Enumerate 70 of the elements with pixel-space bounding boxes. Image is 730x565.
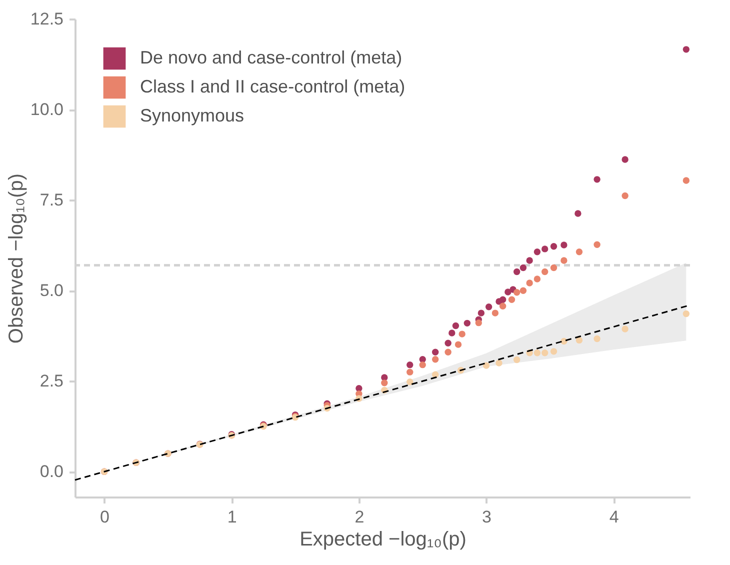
point <box>454 341 462 348</box>
point <box>682 310 690 318</box>
point <box>576 336 583 344</box>
point <box>444 340 452 346</box>
point <box>499 302 506 310</box>
point <box>622 326 628 332</box>
y-tick-label: 12.5 <box>30 10 64 28</box>
y-tick-label: 2.5 <box>40 372 64 391</box>
point <box>464 320 471 327</box>
legend-label: De novo and case-control (meta) <box>140 48 402 68</box>
y-tick-label: 7.5 <box>40 190 64 210</box>
point <box>485 304 492 310</box>
point <box>534 248 541 256</box>
point <box>550 264 558 272</box>
legend-label: Class I and II case-control (meta) <box>140 76 406 96</box>
x-tick-label: 4 <box>609 508 619 526</box>
legend-label: Synonymous <box>140 106 244 126</box>
point <box>432 356 439 363</box>
point <box>513 268 520 276</box>
point <box>574 210 582 217</box>
point <box>520 287 527 294</box>
point <box>499 296 506 303</box>
point <box>594 241 600 248</box>
point <box>622 156 628 163</box>
point <box>475 319 482 326</box>
point <box>526 257 533 264</box>
point <box>594 335 600 342</box>
point <box>622 192 628 200</box>
point <box>452 322 460 330</box>
point <box>594 176 600 183</box>
point <box>406 368 414 376</box>
point <box>482 362 490 369</box>
y-tick-label: 10.0 <box>30 100 64 120</box>
point <box>541 350 548 356</box>
point <box>513 289 520 296</box>
point <box>550 243 558 250</box>
point <box>478 310 485 316</box>
point <box>492 310 499 316</box>
point <box>508 296 516 303</box>
x-tick-label: 1 <box>227 508 237 526</box>
point <box>406 378 414 386</box>
point <box>560 242 568 248</box>
point <box>682 46 690 53</box>
point <box>520 264 527 272</box>
point <box>534 350 541 356</box>
point <box>448 330 456 336</box>
x-tick-label: 3 <box>482 508 492 526</box>
point <box>419 361 426 368</box>
point <box>406 361 414 368</box>
point <box>458 330 466 338</box>
x-tick-label: 2 <box>354 508 364 526</box>
y-tick-label: 5.0 <box>40 281 64 300</box>
point <box>444 348 452 356</box>
x-axis-title: Expected −log₁₀(p) <box>300 528 466 550</box>
y-axis-title: Observed −log₁₀(p) <box>5 173 28 344</box>
point <box>381 380 388 386</box>
point <box>576 248 583 256</box>
point <box>550 348 558 355</box>
x-tick-label: 0 <box>100 508 110 526</box>
point <box>560 257 568 264</box>
point <box>496 360 502 366</box>
y-tick-label: 0.0 <box>40 462 64 482</box>
point <box>513 356 520 364</box>
point <box>432 348 439 356</box>
point <box>682 177 690 184</box>
point <box>541 268 548 276</box>
point <box>504 288 512 296</box>
point <box>526 280 533 286</box>
point <box>541 246 548 252</box>
point <box>534 276 541 282</box>
